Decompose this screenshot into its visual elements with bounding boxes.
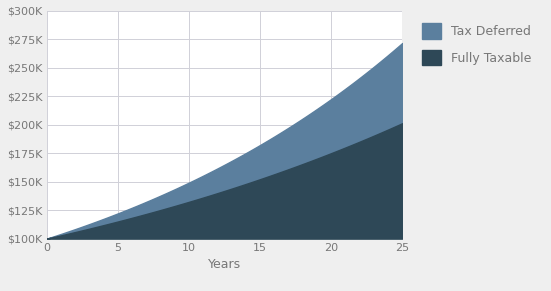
X-axis label: Years: Years [208,258,241,271]
Legend: Tax Deferred, Fully Taxable: Tax Deferred, Fully Taxable [415,17,537,72]
